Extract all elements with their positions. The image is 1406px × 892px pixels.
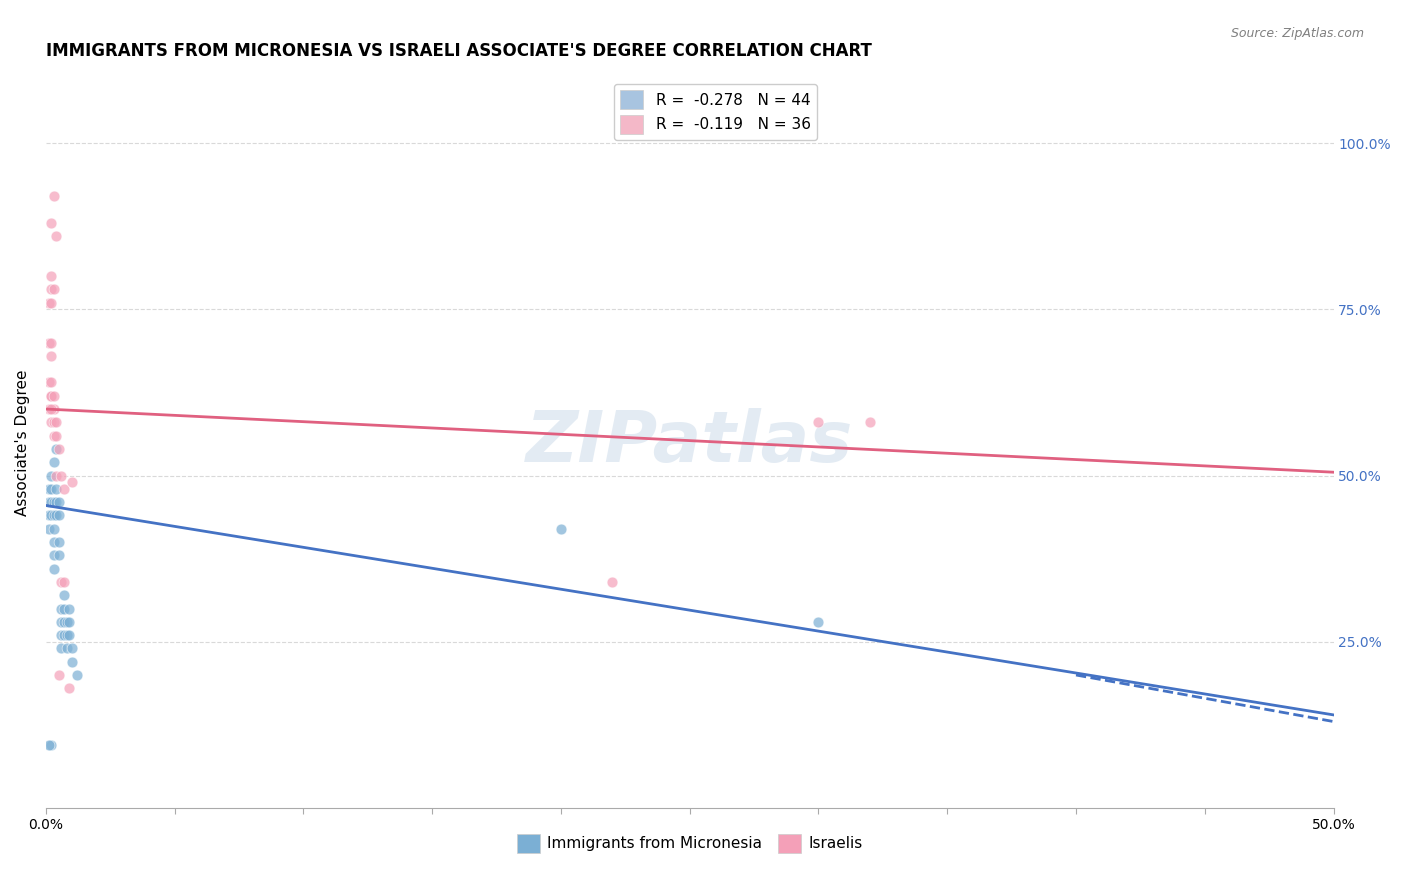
Point <box>38 335 60 350</box>
Point <box>39 349 62 363</box>
Point <box>58 628 80 642</box>
Point <box>39 482 62 496</box>
Point <box>53 628 76 642</box>
Point <box>39 295 62 310</box>
Point <box>39 389 62 403</box>
Point <box>42 455 65 469</box>
Point <box>42 189 65 203</box>
Point <box>48 442 70 456</box>
Point <box>51 641 73 656</box>
Point <box>42 495 65 509</box>
Point <box>550 522 572 536</box>
Point <box>53 482 76 496</box>
Point <box>53 615 76 629</box>
Point <box>42 522 65 536</box>
Point <box>38 522 60 536</box>
Point <box>66 668 89 682</box>
Point <box>55 615 77 629</box>
Point <box>51 628 73 642</box>
Text: Source: ZipAtlas.com: Source: ZipAtlas.com <box>1230 27 1364 40</box>
Point <box>859 415 882 429</box>
Point <box>38 376 60 390</box>
Legend: R =  -0.278   N = 44, R =  -0.119   N = 36: R = -0.278 N = 44, R = -0.119 N = 36 <box>614 84 817 140</box>
Point <box>42 282 65 296</box>
Point <box>55 628 77 642</box>
Point <box>39 216 62 230</box>
Point <box>58 615 80 629</box>
Point <box>45 428 67 442</box>
Point <box>38 402 60 417</box>
Point <box>38 482 60 496</box>
Point <box>51 615 73 629</box>
Point <box>39 738 62 752</box>
Point <box>39 508 62 523</box>
Point <box>42 415 65 429</box>
Point <box>42 428 65 442</box>
Point <box>48 549 70 563</box>
Point <box>55 641 77 656</box>
Y-axis label: Associate's Degree: Associate's Degree <box>15 369 30 516</box>
Point <box>39 268 62 283</box>
Point <box>51 574 73 589</box>
Point <box>39 335 62 350</box>
Text: ZIPatlas: ZIPatlas <box>526 408 853 477</box>
Point <box>39 376 62 390</box>
Point <box>38 508 60 523</box>
Point <box>53 588 76 602</box>
Point <box>45 442 67 456</box>
Point <box>42 535 65 549</box>
Point <box>38 495 60 509</box>
Point <box>39 415 62 429</box>
Point <box>45 482 67 496</box>
Point <box>60 655 83 669</box>
Point <box>807 615 830 629</box>
Point <box>42 402 65 417</box>
Point <box>48 495 70 509</box>
Point <box>45 508 67 523</box>
Point <box>42 549 65 563</box>
Point <box>38 738 60 752</box>
Point <box>39 495 62 509</box>
Point <box>51 601 73 615</box>
Point <box>42 561 65 575</box>
Point <box>39 282 62 296</box>
Point <box>48 535 70 549</box>
Point <box>58 601 80 615</box>
Point <box>38 295 60 310</box>
Point <box>39 402 62 417</box>
Point <box>807 415 830 429</box>
Point <box>45 229 67 244</box>
Point <box>48 668 70 682</box>
Point <box>58 681 80 696</box>
Point <box>45 415 67 429</box>
Point <box>53 601 76 615</box>
Point <box>42 389 65 403</box>
Point <box>602 574 624 589</box>
Point <box>48 508 70 523</box>
Point <box>53 574 76 589</box>
Point <box>42 508 65 523</box>
Point <box>45 468 67 483</box>
Text: IMMIGRANTS FROM MICRONESIA VS ISRAELI ASSOCIATE'S DEGREE CORRELATION CHART: IMMIGRANTS FROM MICRONESIA VS ISRAELI AS… <box>46 42 872 60</box>
Point <box>39 389 62 403</box>
Point <box>51 468 73 483</box>
Point <box>60 641 83 656</box>
Point <box>60 475 83 490</box>
Point <box>45 495 67 509</box>
Point <box>39 468 62 483</box>
